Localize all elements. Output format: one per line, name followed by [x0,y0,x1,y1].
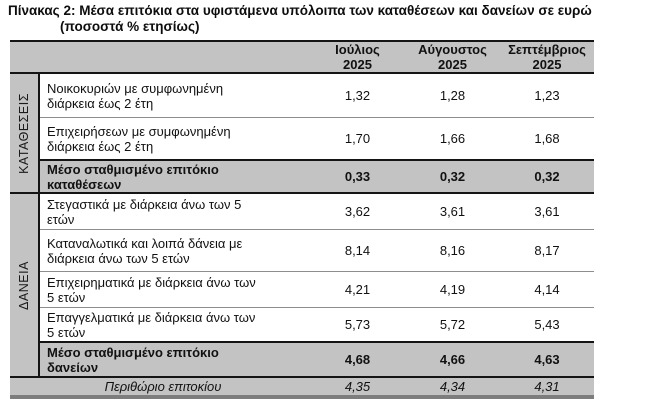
value-cell: 0,33 [310,159,405,192]
col-header-august-month: Αύγουστος [418,42,487,57]
row-label-line: διάρκεια έως 2 έτη [47,138,154,154]
row-label-weighted-avg-loans: Μέσο σταθμισμένο επιτόκιο δανείων [40,341,310,376]
value-cell: 4,63 [500,341,594,376]
row-label-line: ετών [47,211,75,227]
value-cell: 3,61 [405,192,500,229]
col-header-july-year: 2025 [343,57,372,72]
section-label-loans: ΔΑΝΕΙΑ [10,192,40,376]
row-label-business-loans: Επιχειρηματικά με διάρκεια άνω των 5 ετώ… [40,271,310,307]
col-header-july-month: Ιούλιος [335,42,380,57]
value-cell: 4,19 [405,271,500,307]
row-label-corporations-deposits: Επιχειρήσεων με συμφωνημένη διάρκεια έως… [40,117,310,159]
row-label-consumer-loans: Καταναλωτικά και λοιπά δάνεια με διάρκει… [40,229,310,271]
row-label-line: Νοικοκυριών με συμφωνημένη [47,80,224,96]
value-cell: 0,32 [500,159,594,192]
row-label-line: Επαγγελματικά με διάρκεια άνω των [47,309,256,325]
col-header-september-year: 2025 [532,57,562,72]
value-cell: 1,70 [310,117,405,159]
value-cell: 5,73 [310,307,405,341]
value-cell: 1,68 [500,117,594,159]
col-header-july: Ιούλιος 2025 [310,42,405,74]
section-label-loans-text: ΔΑΝΕΙΑ [16,260,31,310]
interest-rates-table: Ιούλιος 2025 Αύγουστος 2025 Σεπτέμβριος … [10,40,594,399]
row-label-line: καταθέσεων [47,176,122,192]
value-cell: 4,35 [310,376,405,399]
value-cell: 4,34 [405,376,500,399]
row-label-households-deposits: Νοικοκυριών με συμφωνημένη διάρκεια έως … [40,74,310,117]
table-title-line2: (ποσοστά % ετησίως) [60,19,200,34]
row-label-line: διάρκεια έως 2 έτη [47,95,154,111]
col-header-september-month: Σεπτέμβριος [508,42,586,57]
row-label-line: Επιχειρήσεων με συμφωνημένη [47,123,231,139]
value-cell: 0,32 [405,159,500,192]
col-header-august-year: 2025 [438,57,467,72]
value-cell: 1,66 [405,117,500,159]
value-cell: 4,68 [310,341,405,376]
row-label-line: Περιθώριο επιτοκίου [104,379,222,394]
section-label-deposits: ΚΑΤΑΘΕΣΕΙΣ [10,74,40,192]
value-cell: 1,23 [500,74,594,117]
value-cell: 4,21 [310,271,405,307]
row-label-line: 5 ετών [47,324,86,340]
row-label-line: διάρκεια άνω των 5 ετών [47,250,190,266]
row-label-line: Επιχειρηματικά με διάρκεια άνω των [47,274,256,290]
row-label-interest-margin: Περιθώριο επιτοκίου [10,376,310,399]
value-cell: 8,14 [310,229,405,271]
value-cell: 3,62 [310,192,405,229]
value-cell: 1,32 [310,74,405,117]
header-spacer [10,42,310,74]
value-cell: 5,72 [405,307,500,341]
row-label-line: Καταναλωτικά και λοιπά δάνεια με [47,235,243,251]
table-title-line1: Πίνακας 2: Μέσα επιτόκια στα υφιστάμενα … [8,3,592,18]
value-cell: 5,43 [500,307,594,341]
row-label-line: Μέσο σταθμισμένο επιτόκιο [47,344,219,360]
value-cell: 4,66 [405,341,500,376]
row-label-line: Μέσο σταθμισμένο επιτόκιο [47,161,219,177]
col-header-september: Σεπτέμβριος 2025 [500,42,594,74]
row-label-weighted-avg-deposits: Μέσο σταθμισμένο επιτόκιο καταθέσεων [40,159,310,192]
col-header-august: Αύγουστος 2025 [405,42,500,74]
value-cell: 8,16 [405,229,500,271]
value-cell: 3,61 [500,192,594,229]
table-title: Πίνακας 2: Μέσα επιτόκια στα υφιστάμενα … [8,3,592,35]
value-cell: 8,17 [500,229,594,271]
section-label-deposits-text: ΚΑΤΑΘΕΣΕΙΣ [16,92,31,174]
row-label-mortgage-loans: Στεγαστικά με διάρκεια άνω των 5 ετών [40,192,310,229]
value-cell: 4,31 [500,376,594,399]
row-label-professional-loans: Επαγγελματικά με διάρκεια άνω των 5 ετών [40,307,310,341]
row-label-line: δανείων [47,359,99,375]
row-label-line: 5 ετών [47,289,86,305]
value-cell: 1,28 [405,74,500,117]
value-cell: 4,14 [500,271,594,307]
row-label-line: Στεγαστικά με διάρκεια άνω των 5 [47,196,242,212]
